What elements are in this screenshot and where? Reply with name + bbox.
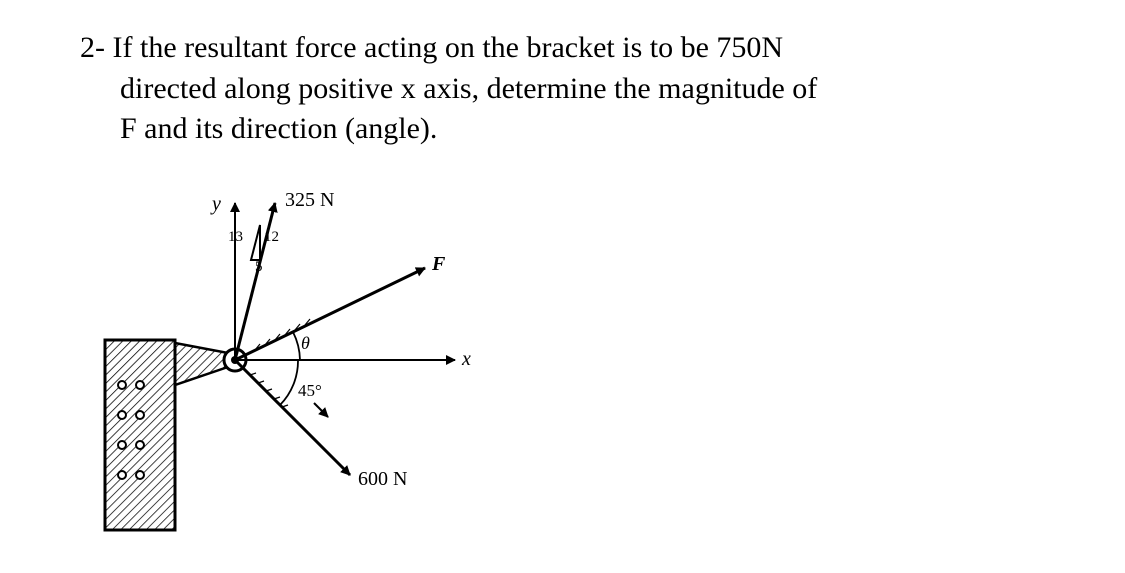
bracket-diagram: y x 325 N F 600 N θ 45° 13 12 5 [100, 185, 500, 565]
angle-45-arc [280, 360, 298, 405]
force-F-vector [235, 268, 425, 360]
force-F-label: F [432, 253, 445, 276]
bolt [136, 411, 144, 419]
force-325-vector [235, 203, 275, 360]
bolt [136, 471, 144, 479]
angle-theta-arc [293, 332, 300, 360]
angle-45-leader [314, 403, 328, 417]
wall-support [105, 340, 175, 530]
problem-line1: If the resultant force acting on the bra… [113, 31, 784, 64]
angle-theta-label: θ [301, 333, 310, 354]
force-600-vector [235, 360, 350, 475]
bolt [118, 411, 126, 419]
problem-line3: F and its direction (angle). [80, 112, 437, 145]
diagram-svg [100, 185, 500, 565]
bolt [118, 471, 126, 479]
problem-line2: directed along positive x axis, determin… [80, 72, 817, 105]
slope-triangle [251, 225, 260, 260]
tri-12-label: 12 [264, 229, 279, 246]
bolt [118, 441, 126, 449]
force-600-label: 600 N [358, 468, 407, 491]
tri-5-label: 5 [255, 259, 263, 276]
bolt [136, 441, 144, 449]
tri-13-label: 13 [228, 229, 243, 246]
bolt [118, 381, 126, 389]
y-axis-label: y [212, 193, 221, 216]
force-325-label: 325 N [285, 189, 334, 212]
angle-45-label: 45° [298, 381, 322, 401]
problem-statement: 2- If the resultant force acting on the … [80, 28, 1040, 150]
x-axis-label: x [462, 348, 471, 371]
bolt [136, 381, 144, 389]
problem-number: 2- [80, 31, 105, 64]
